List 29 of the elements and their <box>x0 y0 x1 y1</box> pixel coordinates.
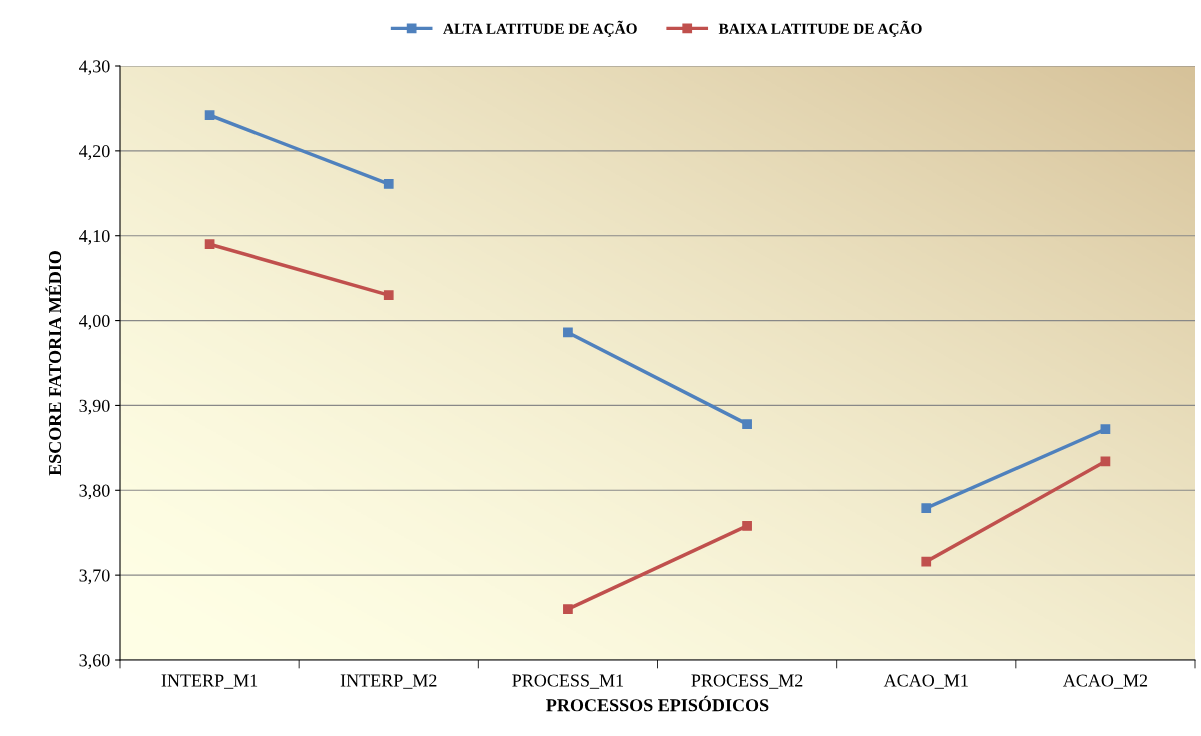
point <box>563 327 573 338</box>
point <box>1100 424 1111 435</box>
y-tick-label: 3,90 <box>79 399 110 415</box>
point <box>921 503 932 513</box>
y-tick-label: 3,60 <box>79 654 110 670</box>
x-tick-label: INTERP_M2 <box>340 674 437 689</box>
y-tick-label: 4,00 <box>79 314 110 330</box>
x-tick-label: ACAO_M1 <box>883 674 968 689</box>
y-tick-label: 4,10 <box>79 229 110 245</box>
point <box>204 110 215 121</box>
point <box>563 604 573 614</box>
point <box>383 179 394 189</box>
point <box>383 290 394 300</box>
y-tick-label: 4,30 <box>79 60 110 76</box>
point <box>921 556 932 567</box>
y-tick-label: 4,20 <box>79 145 110 160</box>
point <box>204 239 215 250</box>
point <box>742 521 752 531</box>
y-axis-title: ESCORE FATORIA MÉDIO <box>45 251 62 476</box>
y-tick-label: 3,80 <box>79 484 110 500</box>
x-tick-label: PROCESS_M1 <box>512 674 624 689</box>
x-tick-label: PROCESS_M2 <box>691 674 803 689</box>
x-axis-title: PROCESSOS EPISÓDICOS <box>546 695 769 712</box>
legend-label: ALTA LATITUDE DE AÇÃO <box>443 20 637 37</box>
legend-label: BAIXA LATITUDE DE AÇÃO <box>718 20 922 37</box>
y-tick-label: 3,70 <box>79 569 110 585</box>
x-tick-label: INTERP_M1 <box>161 674 258 689</box>
point <box>742 419 752 429</box>
x-tick-label: ACAO_M2 <box>1062 674 1148 689</box>
